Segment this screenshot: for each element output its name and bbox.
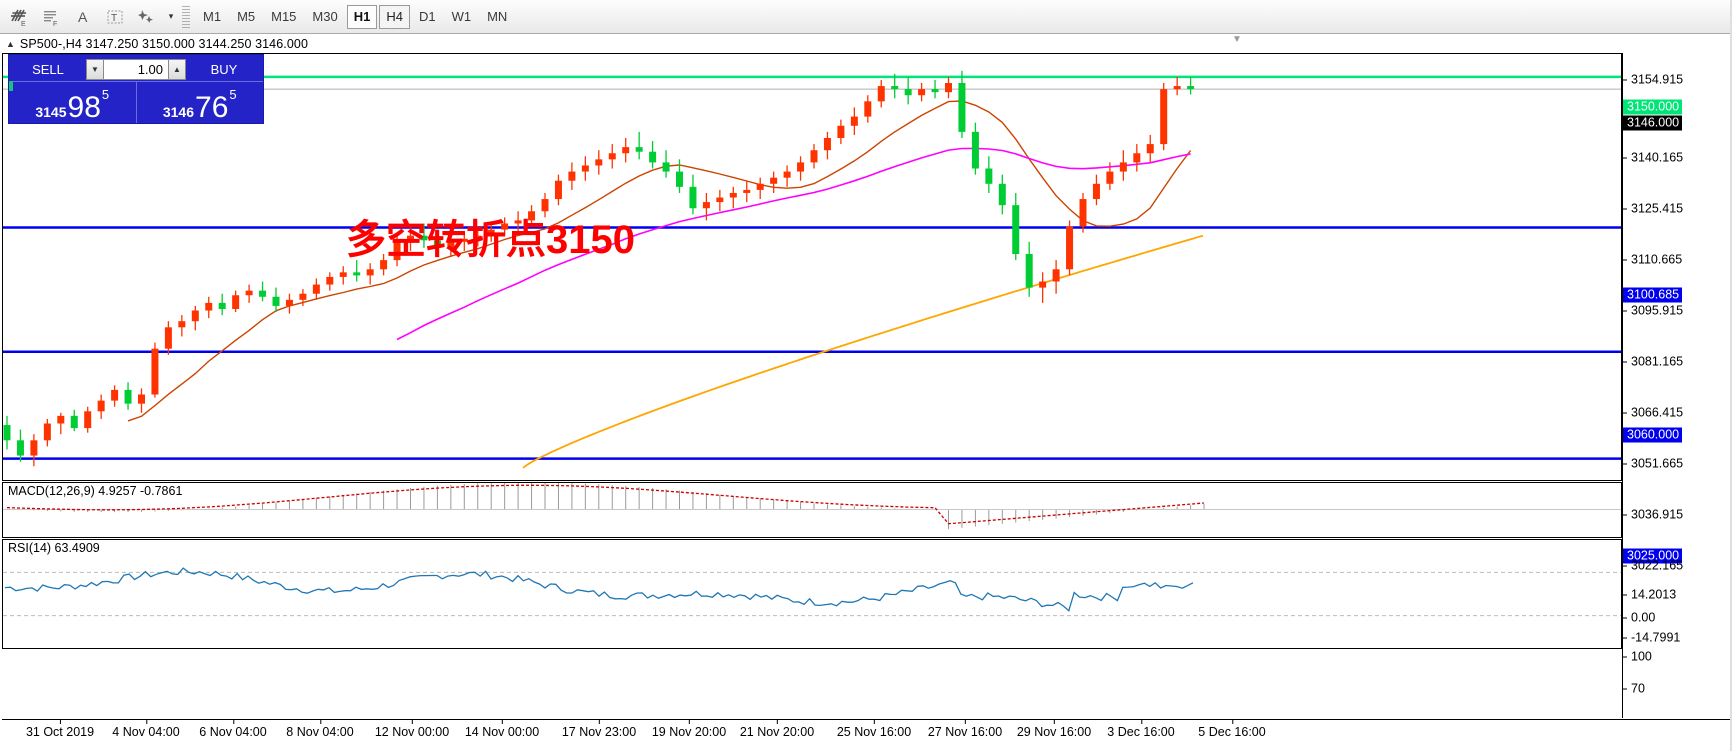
macd-pane[interactable]: MACD(12,26,9) 4.9257 -0.7861	[2, 482, 1622, 538]
buy-price-fraction: 5	[229, 87, 237, 102]
price-tick: 3036.915	[1623, 508, 1683, 523]
time-tick-label: 5 Dec 16:00	[1198, 719, 1266, 739]
svg-text:T: T	[111, 13, 117, 24]
symbol-ohlc-text: SP500-,H4 3147.250 3150.000 3144.250 314…	[19, 36, 309, 51]
time-tick-label: 25 Nov 16:00	[836, 719, 912, 739]
svg-text:A: A	[78, 9, 88, 25]
timeframe-m30[interactable]: M30	[312, 9, 338, 24]
chart-toolbar: E F A T	[0, 0, 1732, 34]
price-tick: 3081.165	[1623, 355, 1683, 370]
text-label-icon[interactable]: A	[68, 3, 98, 31]
trade-panel-header: SELL ▼ 1.00 ▲ BUY	[9, 55, 263, 81]
time-tick-label: 4 Nov 04:00	[112, 719, 180, 739]
text-box-icon[interactable]: T	[100, 3, 130, 31]
svg-text:F: F	[53, 21, 57, 27]
price-tick: 100	[1623, 650, 1652, 665]
time-tick-label: 8 Nov 04:00	[286, 719, 354, 739]
price-tick: 3100.685	[1623, 287, 1683, 303]
volume-stepper[interactable]: ▼ 1.00 ▲	[86, 58, 186, 80]
rsi-label: RSI(14) 63.4909	[8, 541, 100, 555]
chart-collapse-arrow-icon[interactable]: ▼	[1232, 34, 1242, 45]
volume-input[interactable]: 1.00	[104, 58, 168, 80]
chart-area: 多空转折点3150 MACD(12,26,9) 4.9257 -0.7861 R…	[2, 53, 1622, 718]
time-tick-label: 31 Oct 2019	[25, 719, 95, 739]
price-tick: 3140.165	[1623, 151, 1683, 166]
price-tick: 3146.000	[1623, 115, 1683, 131]
buy-price-integer: 3146	[162, 104, 195, 120]
time-tick-label: 12 Nov 00:00	[374, 719, 450, 739]
time-tick-label: 17 Nov 23:00	[561, 719, 637, 739]
price-tick: 3066.415	[1623, 406, 1683, 421]
trade-panel-prices: 3145 98 5 3146 76 5	[9, 81, 263, 123]
price-tick: 3025.000	[1623, 548, 1683, 564]
chart-annotation-text: 多空转折点3150	[346, 218, 635, 262]
panel-drag-handle[interactable]	[9, 55, 13, 123]
one-click-trading-panel[interactable]: SELL ▼ 1.00 ▲ BUY 3145 98 5 3146 76 5	[8, 54, 264, 124]
volume-increment-icon[interactable]: ▲	[168, 58, 186, 80]
timeframe-m5[interactable]: M5	[237, 9, 256, 24]
objects-dropdown-caret-icon[interactable]: ▾	[168, 11, 174, 21]
price-tick: 3022.165	[1623, 559, 1683, 574]
timeframe-h4[interactable]: H4	[379, 4, 410, 29]
sell-price-integer: 3145	[35, 104, 67, 120]
symbol-quote-bar: ▲ SP500-,H4 3147.250 3150.000 3144.250 3…	[0, 35, 1732, 52]
price-tick: 3095.915	[1623, 304, 1683, 319]
time-tick-label: 3 Dec 16:00	[1107, 719, 1175, 739]
price-tick: 3051.665	[1623, 457, 1683, 472]
sell-label: SELL	[32, 61, 64, 77]
macd-label: MACD(12,26,9) 4.9257 -0.7861	[8, 484, 183, 498]
sell-price-pips: 98	[67, 91, 101, 125]
volume-decrement-icon[interactable]: ▼	[86, 58, 104, 80]
price-tick: 70	[1623, 682, 1645, 697]
price-tick: 3154.915	[1623, 73, 1683, 88]
objects-list-icon[interactable]	[132, 3, 162, 31]
price-scale[interactable]: 3154.915 3150.000 3146.000 3140.165 3125.415…	[1622, 53, 1730, 744]
buy-price-pips: 76	[195, 91, 229, 125]
price-pane[interactable]: 多空转折点3150	[2, 53, 1622, 481]
price-tick: 0.00	[1623, 611, 1655, 626]
timeframe-d1[interactable]: D1	[418, 9, 436, 24]
indicators-icon[interactable]: E	[4, 3, 34, 31]
time-tick-label: 14 Nov 00:00	[464, 719, 540, 739]
timeframe-w1[interactable]: W1	[451, 9, 472, 24]
time-tick-label: 29 Nov 16:00	[1016, 719, 1092, 739]
price-tick: 3125.415	[1623, 202, 1683, 217]
buy-label: BUY	[210, 61, 238, 77]
collapse-triangle-icon[interactable]: ▲	[6, 38, 15, 49]
sell-price-fraction: 5	[101, 87, 110, 102]
price-tick: 14.2013	[1623, 588, 1676, 603]
timeframe-m1[interactable]: M1	[203, 9, 222, 24]
price-tick: 3110.665	[1623, 253, 1682, 268]
price-tick: -14.7991	[1623, 631, 1680, 646]
time-scale[interactable]: 31 Oct 2019 4 Nov 04:00 6 Nov 04:00 8 Nov 0…	[2, 719, 1730, 749]
time-tick-label: 27 Nov 16:00	[927, 719, 1003, 739]
sell-button[interactable]: 3145 98 5	[9, 82, 136, 123]
time-tick-label: 21 Nov 20:00	[739, 719, 815, 739]
toolbar-separator	[182, 5, 190, 28]
timeframe-mn[interactable]: MN	[487, 9, 508, 24]
price-tick: 3060.000	[1623, 427, 1683, 443]
time-tick-label: 19 Nov 20:00	[651, 719, 727, 739]
rsi-pane[interactable]: RSI(14) 63.4909	[2, 539, 1622, 649]
timeframe-h1[interactable]: H1	[346, 4, 378, 29]
buy-button[interactable]: 3146 76 5	[135, 82, 264, 125]
timeframe-m15[interactable]: M15	[271, 9, 297, 24]
window-edge	[1730, 0, 1732, 751]
crosshair-grid-icon[interactable]: F	[36, 3, 66, 31]
svg-text:E: E	[21, 21, 26, 27]
time-tick-label: 6 Nov 04:00	[199, 719, 267, 739]
price-tick: 3150.000	[1623, 99, 1683, 115]
